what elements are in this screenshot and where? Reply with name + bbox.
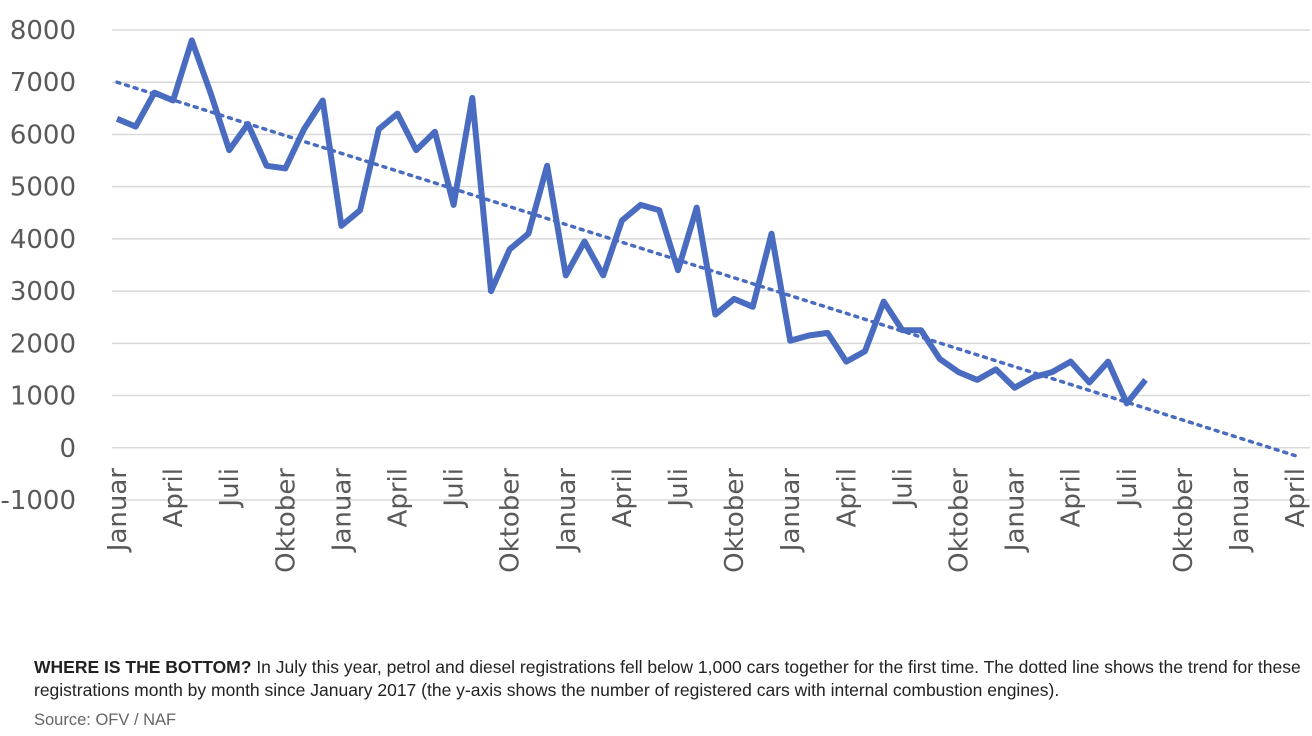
x-tick-label: Oktober [945, 468, 975, 573]
x-tick-label: Juli [440, 468, 470, 509]
x-tick-label: April [608, 468, 638, 527]
x-tick-label: Januar [103, 468, 133, 553]
x-tick-label: April [1281, 468, 1311, 527]
y-tick-label: 1000 [10, 382, 76, 412]
y-axis-tick-labels: 8000 7000 6000 5000 4000 3000 2000 1000 0 -1000 [0, 16, 76, 516]
x-axis-tick-labels: Januar April Juli Oktober Januar April Juli Okt… [103, 468, 1311, 573]
trend-line [115, 80, 1297, 458]
gridlines [112, 29, 1310, 501]
source-note: Source: OFV / NAF [34, 711, 177, 729]
x-tick-label: Oktober [271, 468, 301, 573]
x-tick-label: Januar [1225, 468, 1255, 553]
x-tick-label: Juli [888, 468, 918, 509]
x-tick-label: Januar [1001, 468, 1031, 553]
x-tick-label: April [1057, 468, 1087, 527]
x-tick-label: Juli [215, 468, 245, 509]
y-tick-label: 6000 [10, 120, 76, 150]
x-tick-label: April [832, 468, 862, 527]
series-layer [115, 37, 1297, 458]
y-tick-label: 2000 [10, 329, 76, 359]
y-tick-label: 3000 [10, 277, 76, 307]
y-tick-label: 0 [59, 434, 76, 464]
y-tick-label: 7000 [10, 68, 76, 98]
x-tick-label: April [159, 468, 189, 527]
caption-text: In July this year, petrol and diesel reg… [34, 657, 1301, 700]
x-tick-label: Oktober [1169, 468, 1199, 573]
x-tick-label: Oktober [720, 468, 750, 573]
y-tick-label: -1000 [0, 486, 76, 516]
line-chart: 8000 7000 6000 5000 4000 3000 2000 1000 0 -1000 J… [0, 16, 1311, 573]
y-tick-label: 5000 [10, 173, 76, 203]
x-tick-label: Oktober [496, 468, 526, 573]
y-tick-label: 8000 [10, 16, 76, 46]
y-tick-label: 4000 [10, 225, 76, 255]
registrations-line [115, 37, 1148, 407]
x-tick-label: Januar [327, 468, 357, 553]
x-tick-label: Januar [552, 468, 582, 553]
x-tick-label: April [384, 468, 414, 527]
x-tick-label: Juli [664, 468, 694, 509]
figure-caption: WHERE IS THE BOTTOM? In July this year, … [34, 656, 1304, 702]
x-tick-label: Juli [1113, 468, 1143, 509]
caption-headline: WHERE IS THE BOTTOM? [34, 657, 252, 677]
x-tick-label: Januar [776, 468, 806, 553]
